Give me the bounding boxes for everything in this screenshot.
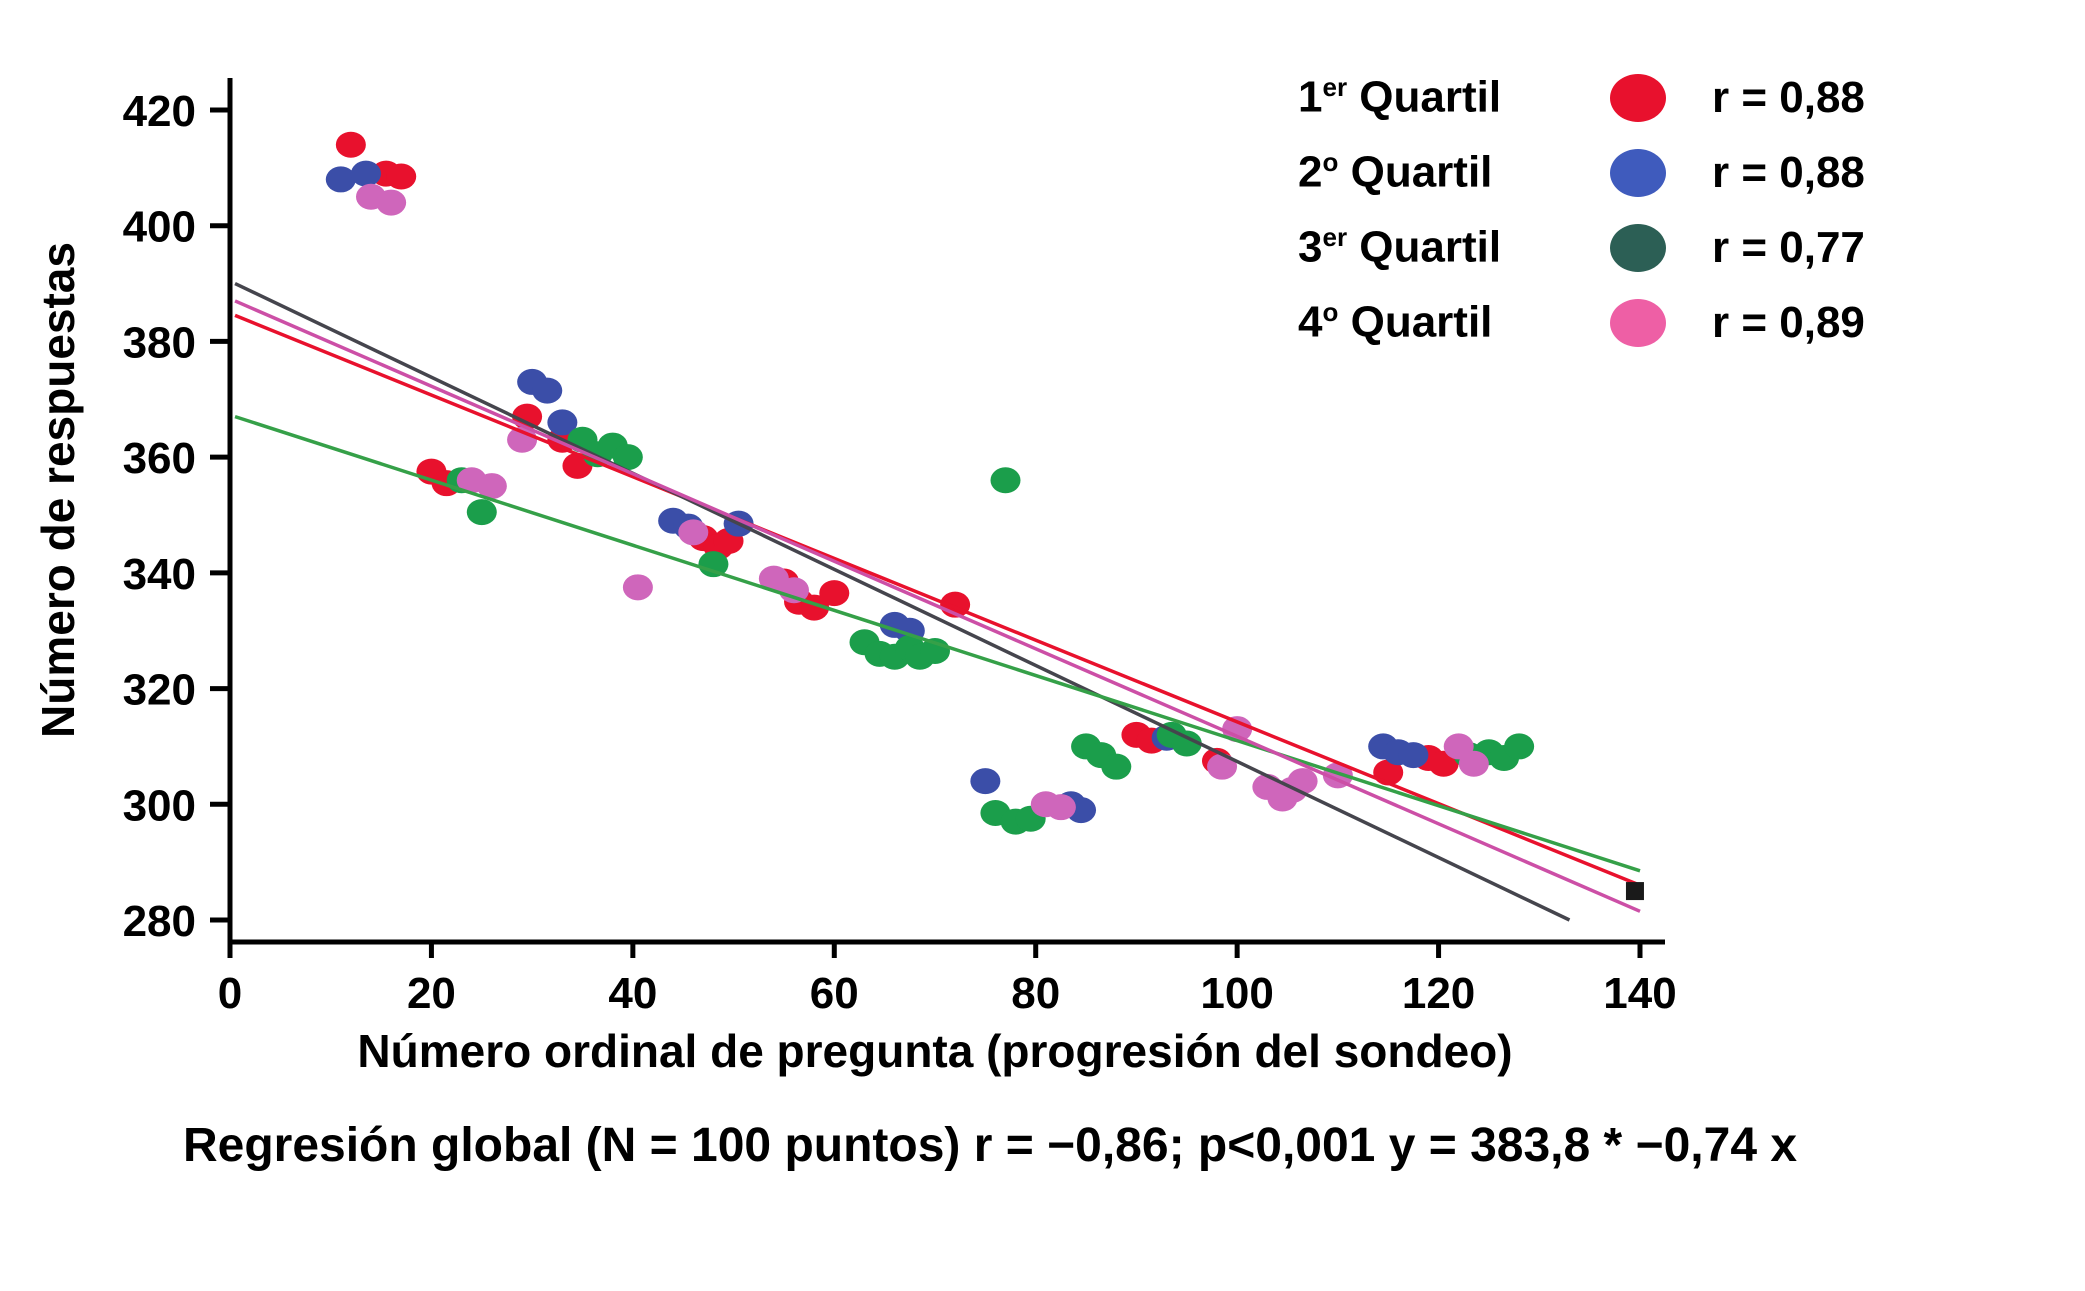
data-point [1287,768,1318,795]
y-tick-label: 400 [123,203,196,252]
regression-caption: Regresión global (N = 100 puntos) r = −0… [182,1119,1798,1172]
legend-r-value: r = 0,89 [1712,297,1865,347]
y-tick-label: 280 [123,897,196,946]
y-tick-label: 340 [123,550,196,599]
y-tick-label: 360 [123,434,196,483]
legend-r-value: r = 0,77 [1712,222,1865,272]
data-point [1207,753,1238,780]
y-tick-label: 380 [123,318,196,367]
data-point [466,499,497,526]
x-tick-label: 60 [810,969,859,1018]
legend-r-value: r = 0,88 [1712,147,1865,197]
data-point [990,467,1021,494]
data-point [376,189,407,216]
data-point [678,519,709,546]
y-tick-label: 420 [123,87,196,136]
legend-item: 2o Quartil r = 0,88 [1298,135,1865,210]
legend-item: 4o Quartil r = 0,89 [1298,285,1865,360]
data-point [819,580,850,607]
legend-label: 4o Quartil [1298,297,1493,347]
data-point [970,768,1001,795]
data-point [335,131,366,158]
legend-swatch-icon [1610,148,1666,197]
data-point [1171,730,1202,757]
data-point [386,163,417,190]
data-point [476,473,507,500]
y-tick-label: 300 [123,781,196,830]
x-tick-label: 120 [1402,969,1475,1018]
trend-line [234,313,1641,887]
legend-label: 2o Quartil [1298,147,1493,197]
x-tick-label: 80 [1011,969,1060,1018]
trend-line [234,299,1641,913]
y-tick-label: 320 [123,666,196,715]
data-point [325,166,356,193]
data-point [1458,750,1489,777]
x-tick-label: 140 [1603,969,1676,1018]
data-point [547,409,578,436]
data-point [622,574,653,601]
data-point [1222,716,1253,743]
data-point [532,377,563,404]
legend-label: 3er Quartil [1298,222,1502,272]
data-point [350,160,381,187]
x-tick-label: 0 [218,969,242,1018]
data-point [1504,733,1535,760]
marker-square [1625,882,1644,901]
x-axis-title: Número ordinal de pregunta (progresión d… [357,1025,1513,1077]
legend-r-value: r = 0,88 [1712,72,1865,122]
legend-swatch-icon [1610,73,1666,122]
x-tick-label: 20 [407,969,456,1018]
data-point [1101,753,1132,780]
x-tick-label: 100 [1200,969,1273,1018]
data-point [1398,742,1429,769]
legend: 1er Quartil r = 0,88 2o Quartil r = 0,88 3er… [1298,60,1865,360]
legend-label: 1er Quartil [1298,72,1502,122]
trend-line [234,281,1571,922]
x-tick-label: 40 [608,969,657,1018]
trend-line [234,414,1641,873]
legend-swatch-icon [1610,223,1666,272]
legend-item: 3er Quartil r = 0,77 [1298,210,1865,285]
data-point [612,444,643,471]
legend-item: 1er Quartil r = 0,88 [1298,60,1865,135]
data-point [1045,794,1076,821]
legend-swatch-icon [1610,298,1666,347]
